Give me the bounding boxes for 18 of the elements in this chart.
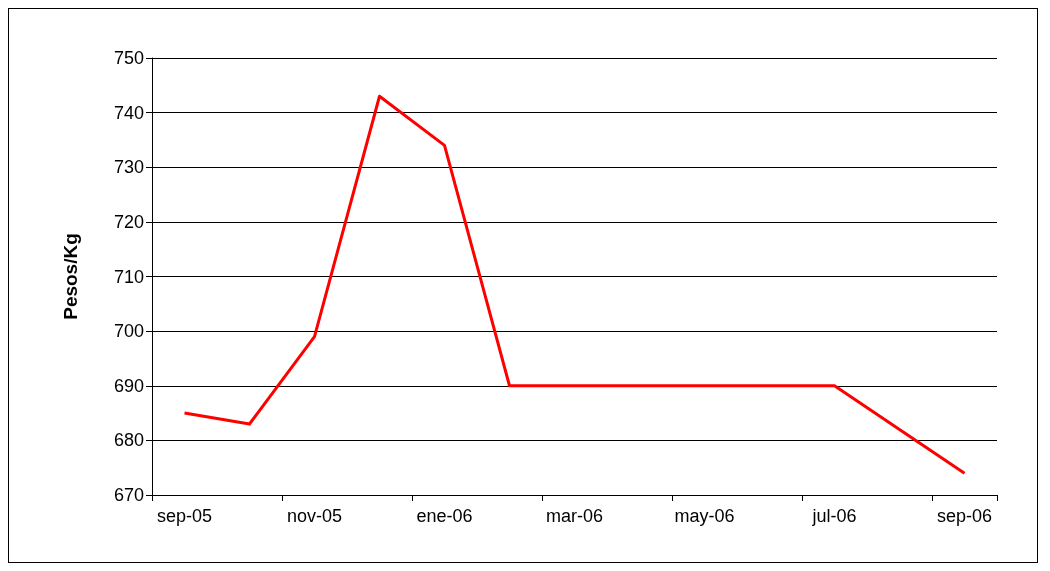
x-tick-label: nov-05 (286, 506, 343, 526)
x-tick-label: jul-06 (811, 506, 857, 526)
y-tick-label: 730 (113, 157, 144, 178)
y-tick-label: 670 (113, 485, 144, 505)
y-tick-label: 750 (113, 48, 144, 68)
y-axis-title: Pesos/Kg (60, 233, 81, 320)
y-tick-label: 740 (113, 102, 144, 123)
y-tick-label: 710 (113, 266, 144, 287)
line-series (183, 94, 966, 475)
x-tick-label: sep-05 (156, 506, 213, 526)
x-tick-label: ene-06 (416, 506, 473, 526)
x-tick-label: mar-06 (545, 506, 604, 526)
y-tick-label: 700 (113, 321, 144, 342)
y-tick-label: 720 (113, 211, 144, 232)
x-tick-label: may-06 (674, 506, 735, 526)
y-tick-label: 680 (113, 430, 144, 451)
y-tick-label: 690 (113, 375, 144, 396)
x-tick-label: sep-06 (936, 506, 993, 526)
